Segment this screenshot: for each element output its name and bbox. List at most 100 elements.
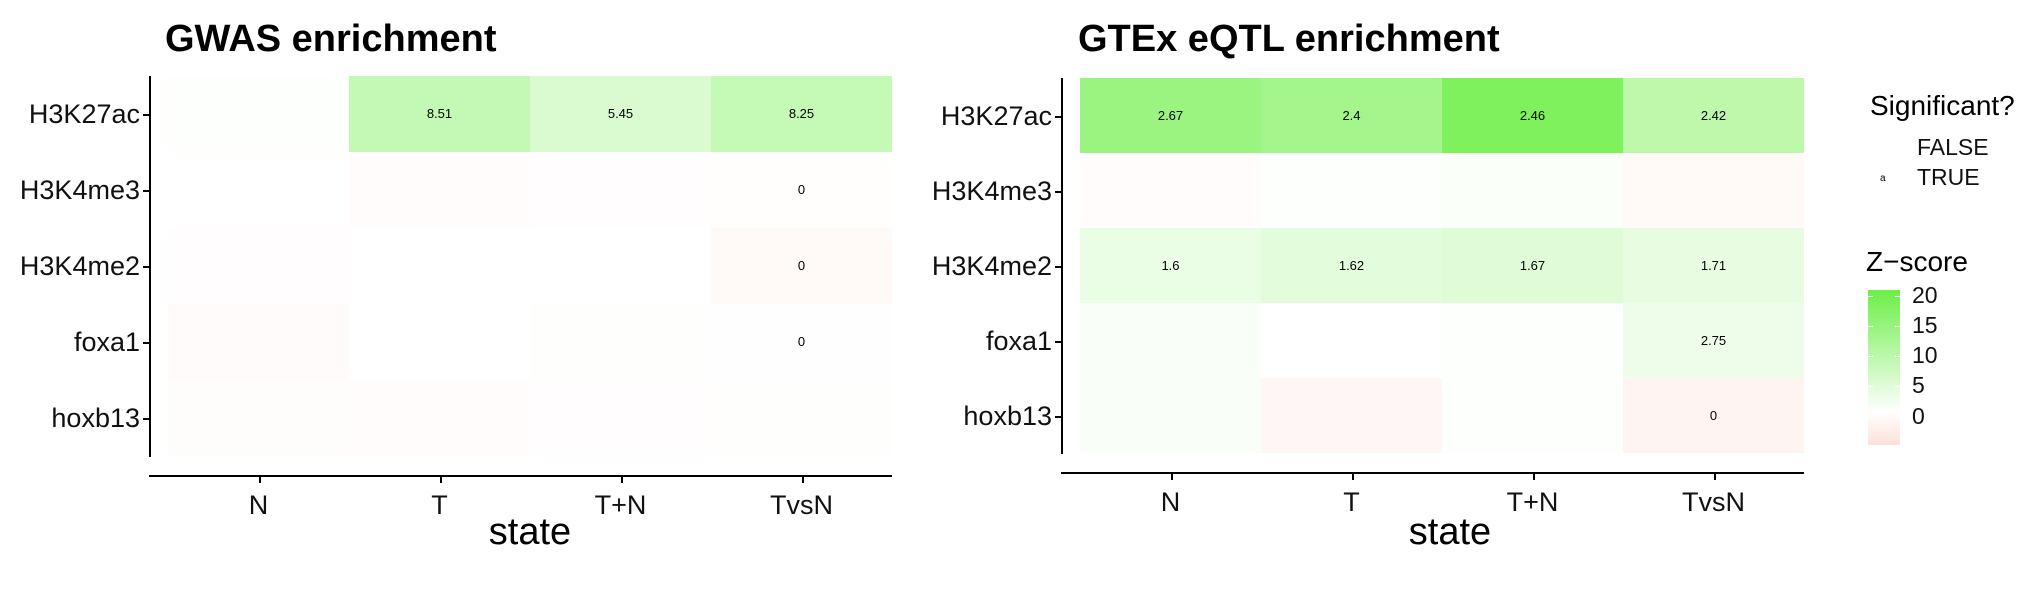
- gtex-cell-label-r2-c0: 1.6: [1161, 257, 1180, 273]
- gwas-y-tick-label: H3K4me2: [19, 251, 140, 281]
- gwas-cell-r0-c0: [168, 76, 349, 152]
- zscore-tick-mark: [1895, 416, 1900, 418]
- zscore-tick-mark: [1868, 386, 1873, 388]
- gwas-x-tick-label: T: [431, 490, 448, 520]
- gwas-cell-r4-c3: [711, 380, 892, 456]
- gtex-x-tick: [1532, 474, 1535, 480]
- gtex-cell-r1-c3: [1623, 153, 1804, 228]
- gtex-cell-r4-c0: [1080, 378, 1261, 453]
- gwas-y-tick: [143, 114, 149, 116]
- gwas-x-tick-label: N: [248, 490, 269, 520]
- gwas-cell-label-r0-c2: 5.45: [607, 106, 634, 121]
- gtex-cell-r2-c2: [1442, 228, 1623, 303]
- gwas-y-tick-label: H3K27ac: [28, 99, 140, 129]
- gwas-y-axis-line: [149, 76, 151, 457]
- gwas-x-tick: [801, 477, 804, 483]
- zscore-tick-mark: [1868, 326, 1873, 328]
- gwas-cell-r4-c0: [168, 380, 349, 456]
- gwas-cell-r1-c0: [168, 152, 349, 228]
- gtex-cell-r1-c2: [1442, 153, 1623, 228]
- gtex-y-tick: [1055, 115, 1061, 118]
- gtex-x-tick: [1170, 474, 1173, 480]
- gtex-cell-r0-c0: [1080, 78, 1261, 153]
- gtex-cell-r1-c1: [1261, 153, 1442, 228]
- gwas-x-tick: [439, 477, 442, 483]
- gwas-y-tick: [143, 418, 149, 420]
- gwas-cell-r2-c0: [168, 228, 349, 304]
- gtex-cell-r4-c1: [1261, 378, 1442, 453]
- gtex-cell-r0-c1: [1261, 78, 1442, 153]
- gtex-cell-r4-c3: [1623, 378, 1804, 453]
- gwas-cell-label-r1-c3: 0: [797, 182, 806, 197]
- zscore-tick-mark: [1895, 326, 1900, 328]
- gtex-cell-label-r4-c3: 0: [1709, 407, 1718, 423]
- gwas-cell-label-r3-c3: 0: [797, 334, 806, 349]
- gwas-cell-r3-c3: [711, 304, 892, 380]
- gtex-x-tick: [1351, 474, 1354, 480]
- gwas-y-tick: [143, 190, 149, 192]
- gwas-cell-r0-c2: [530, 76, 711, 152]
- gtex-x-tick-label: T: [1343, 487, 1360, 517]
- zscore-tick-mark: [1895, 356, 1900, 358]
- gwas-cell-r3-c1: [349, 304, 530, 380]
- gtex-x-tick: [1713, 474, 1716, 480]
- gwas-cell-r2-c3: [711, 228, 892, 304]
- gtex-cell-label-r0-c0: 2.67: [1157, 107, 1184, 123]
- gtex-cell-label-r3-c3: 2.75: [1700, 332, 1727, 348]
- gwas-x-tick-label: T+N: [594, 490, 647, 520]
- gtex-y-tick: [1055, 340, 1061, 343]
- gtex-cell-label-r0-c2: 2.46: [1519, 107, 1546, 123]
- gtex-x-axis-line: [1061, 472, 1804, 474]
- gtex-y-axis-line: [1061, 78, 1063, 454]
- gwas-cell-r4-c2: [530, 380, 711, 456]
- gtex-cell-label-r0-c1: 2.4: [1342, 107, 1361, 123]
- zscore-tick-label: 10: [1912, 342, 1938, 369]
- gtex-cell-r2-c0: [1080, 228, 1261, 303]
- gwas-cell-r1-c3: [711, 152, 892, 228]
- gwas-x-axis-title: state: [488, 511, 572, 553]
- gwas-cell-r2-c1: [349, 228, 530, 304]
- gwas-cell-r0-c3: [711, 76, 892, 152]
- gtex-cell-label-r2-c1: 1.62: [1338, 257, 1365, 273]
- gwas-x-axis-line: [149, 475, 892, 477]
- gwas-cell-label-r0-c3: 8.25: [788, 106, 815, 121]
- gtex-x-tick-label: TvsN: [1682, 487, 1745, 517]
- gwas-title: GWAS enrichment: [165, 18, 497, 60]
- gtex-y-tick-label: H3K27ac: [940, 100, 1052, 131]
- zscore-colorbar: [1868, 290, 1900, 445]
- gwas-x-tick: [258, 477, 261, 483]
- gwas-x-tick: [620, 477, 623, 483]
- legend-true-label: TRUE: [1917, 164, 1980, 190]
- zscore-tick-label: 5: [1912, 372, 1925, 399]
- gtex-y-tick-label: foxa1: [985, 325, 1052, 356]
- zscore-legend-title: Z−score: [1866, 246, 1968, 277]
- gtex-x-axis-title: state: [1408, 511, 1492, 553]
- zscore-tick-mark: [1868, 356, 1873, 358]
- gtex-cell-r3-c1: [1261, 303, 1442, 378]
- gtex-title: GTEx eQTL enrichment: [1078, 18, 1500, 60]
- gwas-cell-r2-c2: [530, 228, 711, 304]
- gtex-y-tick: [1055, 190, 1061, 193]
- gtex-cell-r1-c0: [1080, 153, 1261, 228]
- zscore-tick-label: 15: [1912, 312, 1938, 339]
- zscore-tick-mark: [1868, 416, 1873, 418]
- gwas-y-tick-label: H3K4me3: [19, 175, 140, 205]
- gtex-cell-r0-c3: [1623, 78, 1804, 153]
- gwas-y-tick-label: hoxb13: [51, 403, 140, 433]
- gwas-cell-label-r2-c3: 0: [797, 258, 806, 273]
- zscore-tick-label: 0: [1912, 402, 1925, 429]
- zscore-tick-label: 20: [1912, 282, 1938, 309]
- zscore-tick-mark: [1895, 386, 1900, 388]
- gtex-y-tick-label: hoxb13: [963, 400, 1052, 431]
- gwas-y-tick: [143, 342, 149, 344]
- significance-legend-title: Significant?: [1870, 90, 2015, 121]
- gtex-cell-r2-c1: [1261, 228, 1442, 303]
- gtex-cell-r0-c2: [1442, 78, 1623, 153]
- gwas-cell-r1-c2: [530, 152, 711, 228]
- gtex-cell-r3-c0: [1080, 303, 1261, 378]
- gtex-y-tick: [1055, 265, 1061, 268]
- gtex-cell-r2-c3: [1623, 228, 1804, 303]
- gtex-cell-label-r2-c3: 1.71: [1700, 257, 1727, 273]
- gwas-y-tick-label: foxa1: [73, 327, 140, 357]
